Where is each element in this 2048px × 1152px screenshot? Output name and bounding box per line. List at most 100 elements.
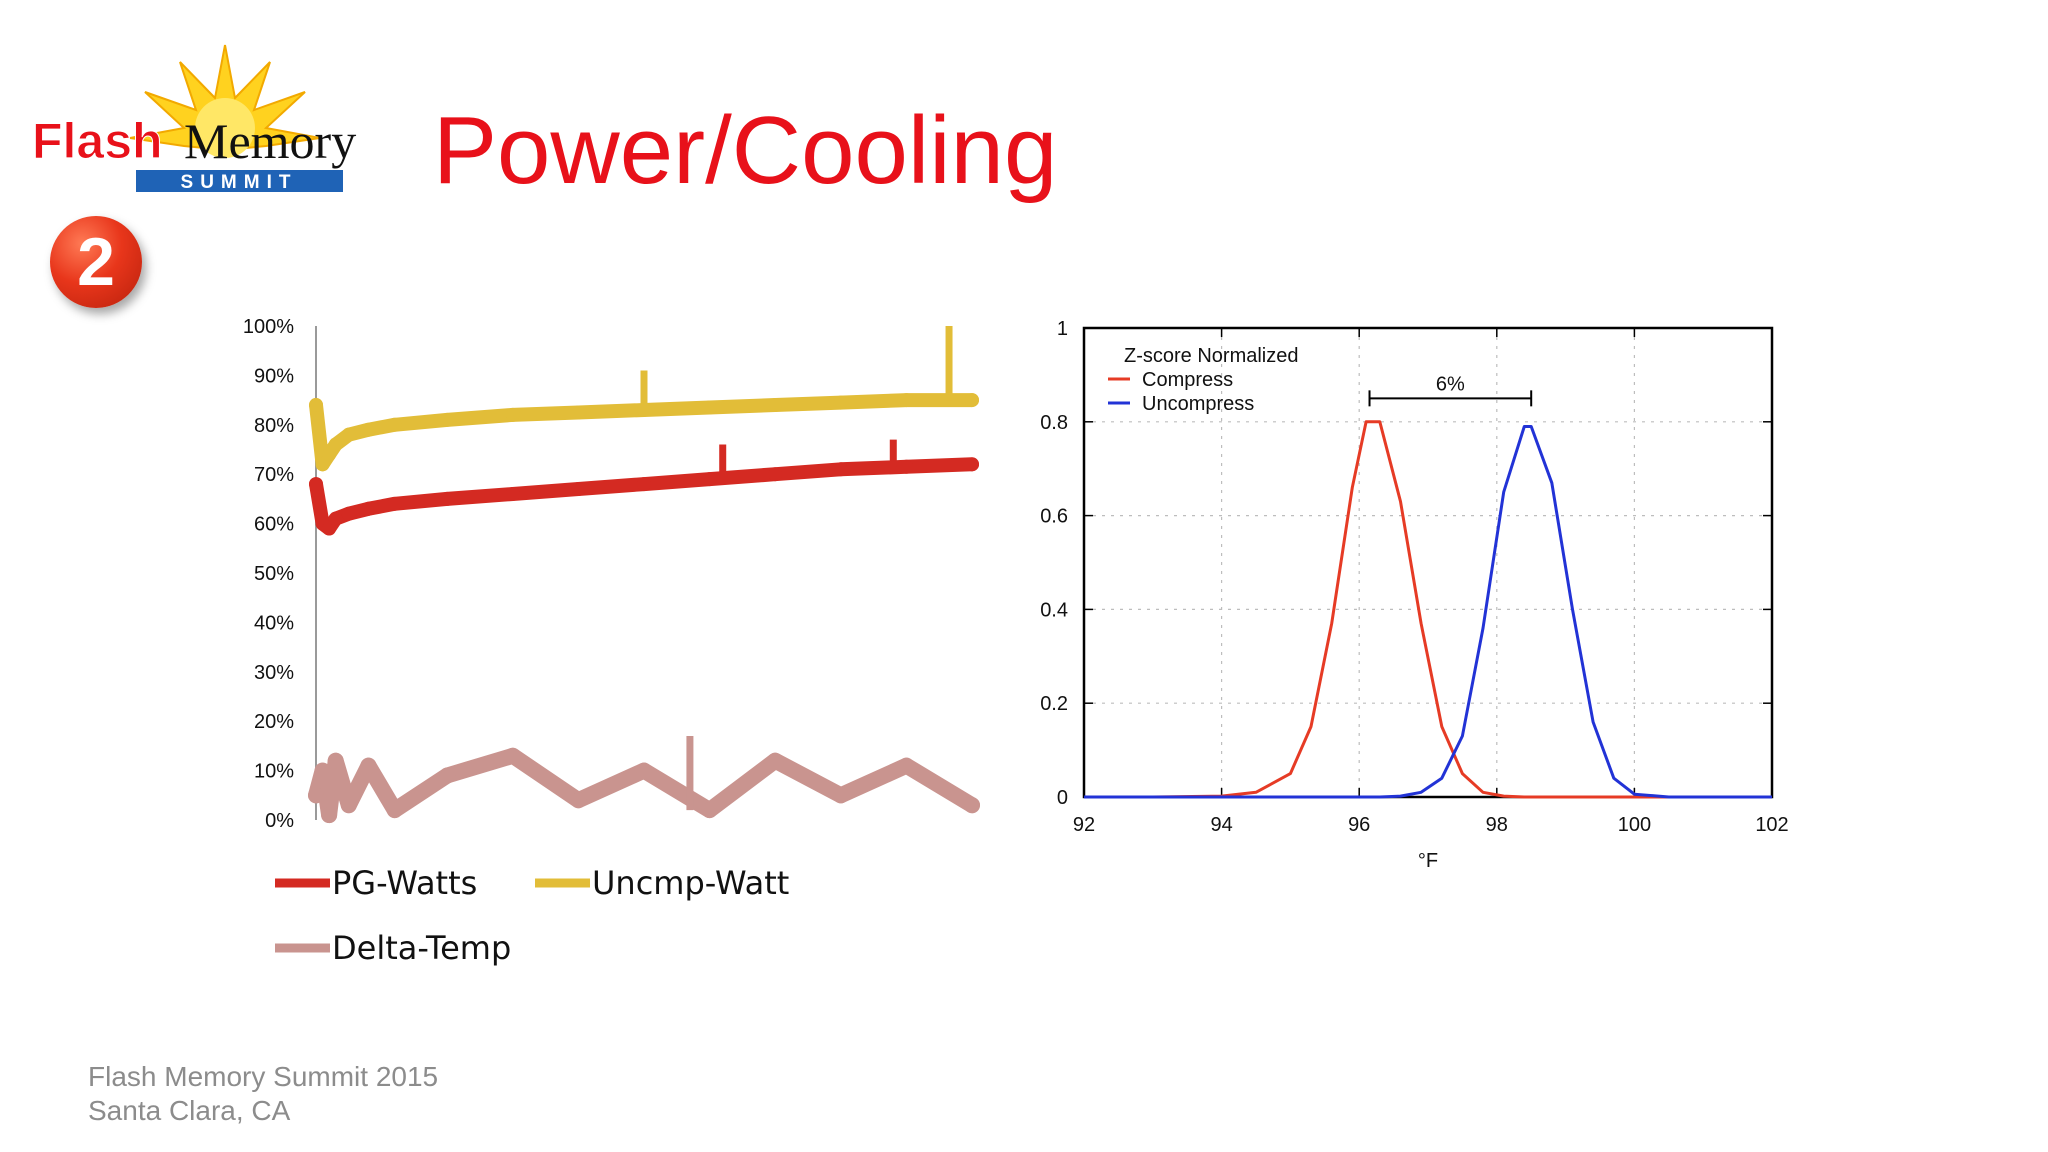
data-point-delta-temp xyxy=(767,752,784,769)
data-point-delta-temp xyxy=(964,797,980,814)
y-tick-label: 30% xyxy=(254,662,294,684)
data-point-delta-temp xyxy=(570,792,587,809)
x-tick-label: 102 xyxy=(1755,814,1788,836)
legend-item-uncmp-watt: Uncmp-Watt xyxy=(535,864,789,902)
zscore-line-chart: 1 0.8 0.6 0.4 0.2 092 94 96 98 100 102 °F Z-score No… xyxy=(1040,318,1789,872)
y-tick-label: 70% xyxy=(254,464,294,486)
y-tick-label: 0.6 xyxy=(1040,506,1068,528)
data-point-uncmp-watt xyxy=(899,393,914,408)
data-point-delta-temp xyxy=(360,757,377,774)
logo-word-memory: Memory xyxy=(184,113,356,169)
legend-item-pg-watts: PG-Watts xyxy=(275,864,477,902)
data-point-delta-temp xyxy=(636,762,652,779)
power-line-chart: 100% 90% 80% 70% 60% 50% 40% 30% 20% 10% 0% PG-Watt… xyxy=(243,316,980,967)
data-point-pg-watts xyxy=(309,477,323,492)
data-point-uncmp-watt xyxy=(833,395,848,410)
y-tick-label: 0 xyxy=(1057,787,1068,809)
data-point-pg-watts xyxy=(322,521,337,536)
data-point-delta-temp xyxy=(701,802,718,819)
y-tick-label: 20% xyxy=(254,711,294,733)
data-point-delta-temp xyxy=(898,757,915,774)
legend-label: Delta-Temp xyxy=(332,929,511,967)
page-title: Power/Cooling xyxy=(433,97,1058,204)
data-point-uncmp-watt xyxy=(387,417,402,432)
legend-label: PG-Watts xyxy=(332,864,477,902)
plot-frame xyxy=(1082,326,1774,799)
y-tick-label: 40% xyxy=(254,612,294,634)
data-point-delta-temp xyxy=(439,767,456,784)
data-point-delta-temp xyxy=(314,762,331,779)
data-point-pg-watts xyxy=(637,477,651,492)
series-uncmp-watt xyxy=(309,393,979,472)
data-point-pg-watts xyxy=(965,457,979,472)
y-tick-label: 90% xyxy=(254,365,294,387)
y-tick-label: 0.8 xyxy=(1040,412,1068,434)
data-point-pg-watts xyxy=(505,486,520,501)
x-axis-label: °F xyxy=(1418,850,1438,872)
data-point-pg-watts xyxy=(768,467,783,482)
series-pg-watts xyxy=(309,457,979,536)
session-number-badge: 2 xyxy=(50,216,142,308)
data-point-delta-temp xyxy=(308,787,324,804)
legend-label: Uncmp-Watt xyxy=(592,864,789,902)
x-tick-label: 92 xyxy=(1073,814,1095,836)
y-tick-label: 50% xyxy=(254,563,294,585)
data-point-pg-watts xyxy=(341,506,356,521)
data-point-pg-watts xyxy=(440,491,455,506)
data-point-uncmp-watt xyxy=(702,400,717,415)
data-point-delta-temp xyxy=(832,787,849,804)
x-tick-label: 96 xyxy=(1348,814,1370,836)
footer-event: Flash Memory Summit 2015 xyxy=(88,1061,439,1092)
data-point-uncmp-watt xyxy=(322,447,337,462)
y-tick-label: 60% xyxy=(254,514,294,536)
data-point-delta-temp xyxy=(327,752,344,769)
data-point-uncmp-watt xyxy=(328,437,343,452)
data-point-delta-temp xyxy=(386,802,403,819)
series-line-delta-temp xyxy=(308,747,980,824)
data-point-pg-watts xyxy=(833,462,848,477)
x-tick-label: 94 xyxy=(1210,814,1232,836)
data-point-uncmp-watt xyxy=(768,398,783,413)
footer: Flash Memory Summit 2015 Santa Clara, CA xyxy=(88,1060,438,1128)
logo-word-flash: Flash xyxy=(32,113,163,169)
data-point-delta-temp xyxy=(321,807,338,824)
annotation-label: 6% xyxy=(1436,373,1465,395)
data-point-pg-watts xyxy=(387,496,402,511)
x-tick-label: 98 xyxy=(1486,814,1508,836)
footer-location: Santa Clara, CA xyxy=(88,1095,291,1126)
data-point-uncmp-watt xyxy=(361,422,376,437)
data-point-pg-watts xyxy=(702,472,717,487)
legend-label-uncompress: Uncompress xyxy=(1142,393,1254,415)
data-point-uncmp-watt xyxy=(309,398,323,413)
legend-label-compress: Compress xyxy=(1142,369,1233,391)
legend-item-delta-temp: Delta-Temp xyxy=(275,929,511,967)
flash-memory-summit-logo: Flash Memory SUMMIT xyxy=(32,44,356,193)
x-tick-label: 100 xyxy=(1618,814,1651,836)
y-tick-label: 100% xyxy=(243,316,294,338)
data-point-uncmp-watt xyxy=(965,393,979,408)
logo-word-summit: SUMMIT xyxy=(181,172,298,193)
series-line-uncompress xyxy=(1084,425,1772,799)
data-point-pg-watts xyxy=(571,482,586,497)
y-tick-label: 10% xyxy=(254,761,294,783)
data-point-pg-watts xyxy=(328,511,343,526)
y-tick-label: 0% xyxy=(265,810,294,832)
data-point-pg-watts xyxy=(899,459,914,474)
y-tick-label: 1 xyxy=(1057,318,1068,340)
series-delta-temp xyxy=(308,747,980,824)
data-point-delta-temp xyxy=(340,797,357,814)
data-point-uncmp-watt xyxy=(571,405,586,420)
data-point-uncmp-watt xyxy=(315,457,330,472)
data-point-delta-temp xyxy=(504,747,521,764)
data-point-uncmp-watt xyxy=(341,427,356,442)
y-tick-label: 80% xyxy=(254,415,294,437)
series-line-compress xyxy=(1084,420,1772,799)
series-line-pg-watts xyxy=(309,457,979,536)
data-point-uncmp-watt xyxy=(505,407,520,422)
data-point-pg-watts xyxy=(361,501,376,516)
data-point-uncmp-watt xyxy=(440,412,455,427)
legend-title: Z-score Normalized xyxy=(1124,345,1298,367)
y-tick-label: 0.4 xyxy=(1040,599,1068,621)
y-tick-label: 0.2 xyxy=(1040,693,1068,715)
